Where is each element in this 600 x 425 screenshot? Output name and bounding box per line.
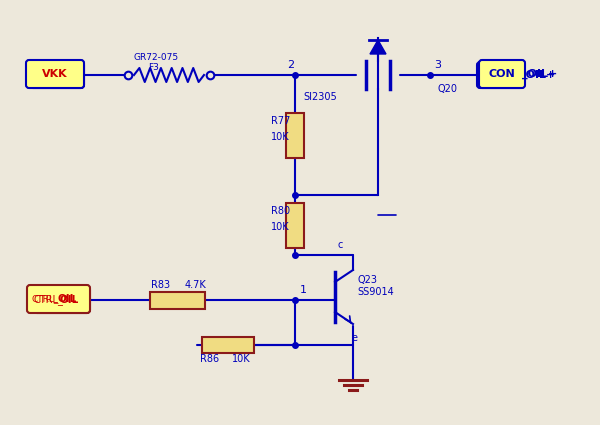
- Text: R77: R77: [271, 116, 290, 126]
- FancyBboxPatch shape: [149, 292, 205, 309]
- Text: 10K: 10K: [271, 222, 290, 232]
- Text: VKK: VKK: [42, 69, 68, 79]
- Text: SS9014: SS9014: [357, 287, 394, 297]
- Text: R80: R80: [271, 206, 290, 216]
- Text: Q23: Q23: [357, 275, 377, 285]
- Text: Q20: Q20: [438, 84, 458, 94]
- Text: 4.7K: 4.7K: [185, 280, 207, 290]
- Text: _OIL+: _OIL+: [522, 69, 557, 79]
- Text: CON: CON: [488, 69, 515, 79]
- FancyBboxPatch shape: [26, 60, 84, 88]
- Text: VKK: VKK: [44, 70, 70, 80]
- Text: 1: 1: [300, 285, 307, 295]
- Text: GR72-075: GR72-075: [133, 53, 178, 62]
- FancyBboxPatch shape: [27, 285, 90, 313]
- FancyBboxPatch shape: [477, 62, 523, 88]
- Text: R83: R83: [151, 280, 170, 290]
- Text: c: c: [337, 240, 343, 250]
- Text: 3: 3: [434, 60, 441, 70]
- Text: 10K: 10K: [232, 354, 251, 364]
- Text: CON: CON: [487, 70, 514, 80]
- FancyBboxPatch shape: [286, 113, 304, 158]
- Text: CTRL_: CTRL_: [34, 295, 64, 306]
- FancyBboxPatch shape: [202, 337, 254, 353]
- Text: F3: F3: [148, 62, 159, 71]
- Text: R86: R86: [200, 354, 219, 364]
- Text: 2: 2: [287, 60, 295, 70]
- Text: 10K: 10K: [271, 132, 290, 142]
- FancyBboxPatch shape: [30, 62, 84, 88]
- FancyBboxPatch shape: [479, 60, 525, 88]
- Text: SI2305: SI2305: [303, 92, 337, 102]
- Text: OIL: OIL: [58, 294, 77, 304]
- Text: e: e: [351, 333, 357, 343]
- Polygon shape: [370, 40, 386, 54]
- Text: CTRL_: CTRL_: [32, 295, 59, 303]
- FancyBboxPatch shape: [286, 202, 304, 247]
- Text: OIL: OIL: [59, 295, 78, 305]
- FancyBboxPatch shape: [34, 287, 90, 313]
- Text: _OIL+: _OIL+: [520, 70, 555, 80]
